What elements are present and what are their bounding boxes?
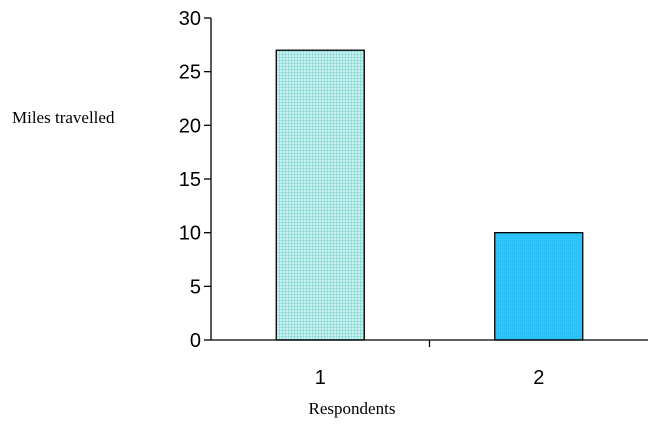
y-tick-label: 15	[179, 169, 201, 191]
x-axis-title: Respondents	[309, 399, 396, 418]
y-axis-ticks	[204, 17, 211, 341]
bar-2	[494, 232, 584, 341]
bar-1	[275, 49, 365, 341]
y-tick-label: 0	[190, 330, 201, 352]
y-tick-label: 30	[179, 8, 201, 30]
x-tick-label: 1	[315, 367, 326, 389]
y-tick-label: 10	[179, 223, 201, 245]
y-tick-label: 20	[179, 115, 201, 137]
y-tick-label: 25	[179, 62, 201, 84]
y-tick-label: 5	[190, 276, 201, 298]
y-axis-tick-labels: 0 5 10 15 20 25 30	[179, 8, 201, 352]
y-axis-title: Miles travelled	[12, 108, 115, 127]
bars	[275, 49, 584, 341]
x-tick-label: 2	[533, 367, 544, 389]
